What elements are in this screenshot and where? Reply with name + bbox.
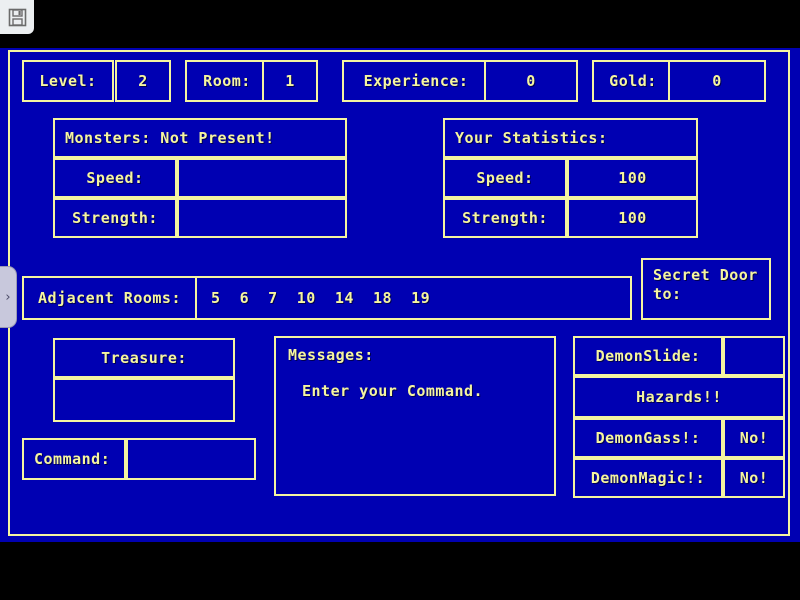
- sidebar-drawer-handle[interactable]: ›: [0, 266, 17, 328]
- stats-strength-value: 100: [618, 209, 647, 227]
- top-toolbar: [0, 0, 800, 48]
- level-value-cell: 2: [115, 60, 171, 102]
- demongass-label-cell: DemonGass!:: [573, 418, 723, 458]
- demongass-value: No!: [739, 429, 769, 447]
- gold-value-cell: 0: [668, 60, 766, 102]
- stats-strength-label: Strength:: [462, 209, 548, 227]
- stats-strength-label-cell: Strength:: [443, 198, 567, 238]
- stats-speed-label-cell: Speed:: [443, 158, 567, 198]
- chevron-right-icon: ›: [5, 289, 11, 305]
- demonslide-label-cell: DemonSlide:: [573, 336, 723, 376]
- level-label: Level:: [39, 72, 97, 90]
- monsters-strength-label-cell: Strength:: [53, 198, 177, 238]
- level-value: 2: [138, 72, 148, 90]
- room-value: 1: [285, 72, 295, 90]
- command-label-cell: Command:: [22, 438, 126, 480]
- stats-speed-value-cell: 100: [567, 158, 698, 198]
- secret-door-cell: Secret Door to:: [641, 258, 771, 320]
- stats-speed-value: 100: [618, 169, 647, 187]
- room-value-cell: 1: [262, 60, 318, 102]
- floppy-disk-icon: [8, 8, 27, 27]
- adjacent-rooms-label: Adjacent Rooms:: [38, 289, 181, 307]
- experience-label-cell: Experience:: [342, 60, 490, 102]
- statistics-title-cell: Your Statistics:: [443, 118, 698, 158]
- monsters-speed-label: Speed:: [86, 169, 144, 187]
- experience-value: 0: [526, 72, 536, 90]
- hazards-title: Hazards!!: [636, 388, 722, 406]
- messages-title: Messages:: [288, 346, 374, 364]
- monsters-title-cell: Monsters: Not Present!: [53, 118, 347, 158]
- monsters-strength-value-cell: [177, 198, 347, 238]
- stats-strength-value-cell: 100: [567, 198, 698, 238]
- bottom-letterbox: [0, 542, 800, 600]
- game-screen: Level: 2 Room: 1 Experience: 0 Gold: 0 M…: [0, 48, 800, 542]
- monsters-speed-value-cell: [177, 158, 347, 198]
- demonmagic-value-cell: No!: [723, 458, 785, 498]
- demonslide-value-cell: [723, 336, 785, 376]
- messages-line-1: Enter your Command.: [302, 382, 484, 400]
- messages-panel: Messages: Enter your Command.: [274, 336, 556, 496]
- treasure-value-cell: [53, 378, 235, 422]
- demongass-value-cell: No!: [723, 418, 785, 458]
- gold-value: 0: [712, 72, 722, 90]
- treasure-label-cell: Treasure:: [53, 338, 235, 378]
- gold-label: Gold:: [609, 72, 657, 90]
- level-label-cell: Level:: [22, 60, 114, 102]
- room-label: Room:: [203, 72, 251, 90]
- adjacent-rooms-value: 5 6 7 10 14 18 19: [211, 289, 431, 307]
- demonmagic-label-cell: DemonMagic!:: [573, 458, 723, 498]
- room-label-cell: Room:: [185, 60, 269, 102]
- save-button[interactable]: [0, 0, 34, 34]
- experience-value-cell: 0: [484, 60, 578, 102]
- command-label: Command:: [34, 450, 111, 468]
- monsters-speed-label-cell: Speed:: [53, 158, 177, 198]
- monsters-title: Monsters: Not Present!: [65, 129, 275, 147]
- stats-speed-label: Speed:: [476, 169, 534, 187]
- demonmagic-value: No!: [739, 469, 769, 487]
- gold-label-cell: Gold:: [592, 60, 674, 102]
- secret-door-label: Secret Door to:: [653, 266, 758, 303]
- statistics-title: Your Statistics:: [455, 129, 608, 147]
- hazards-title-cell: Hazards!!: [573, 376, 785, 418]
- monsters-strength-label: Strength:: [72, 209, 158, 227]
- experience-label: Experience:: [363, 72, 469, 90]
- command-input-cell[interactable]: [126, 438, 256, 480]
- demonmagic-label: DemonMagic!:: [590, 469, 706, 487]
- demongass-label: DemonGass!:: [595, 429, 701, 447]
- treasure-label: Treasure:: [101, 349, 187, 367]
- adjacent-rooms-value-cell: 5 6 7 10 14 18 19: [195, 276, 632, 320]
- adjacent-rooms-label-cell: Adjacent Rooms:: [22, 276, 197, 320]
- demonslide-label: DemonSlide:: [595, 347, 701, 365]
